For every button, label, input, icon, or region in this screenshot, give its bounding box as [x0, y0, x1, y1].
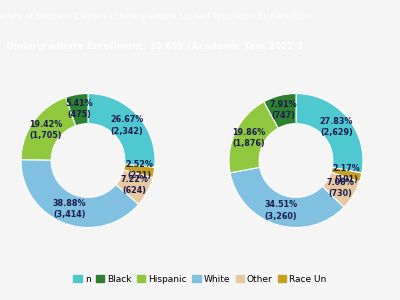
Wedge shape	[66, 94, 88, 126]
Wedge shape	[116, 170, 153, 204]
Wedge shape	[230, 167, 344, 227]
Text: 2.17%
(191): 2.17% (191)	[333, 164, 360, 184]
Text: 19.86%
(1,876): 19.86% (1,876)	[232, 128, 266, 148]
Wedge shape	[88, 94, 155, 167]
Wedge shape	[21, 160, 139, 227]
Text: 19.42%
(1,705): 19.42% (1,705)	[29, 120, 62, 140]
Text: 5.41%
(475): 5.41% (475)	[65, 99, 93, 119]
Text: Undergraduate Enrollment: 20,699 (Academic Year 2022-2: Undergraduate Enrollment: 20,699 (Academ…	[0, 42, 304, 51]
Text: 27.83%
(2,629): 27.83% (2,629)	[320, 117, 353, 137]
Text: 26.67%
(2,342): 26.67% (2,342)	[110, 116, 144, 136]
Wedge shape	[296, 94, 363, 173]
Text: ersity of Southern California Undergraduate Student Population By Race/Ethn: ersity of Southern California Undergradu…	[0, 12, 311, 21]
Wedge shape	[124, 164, 155, 178]
Wedge shape	[21, 97, 76, 160]
Text: 2.52%
(221): 2.52% (221)	[126, 160, 153, 180]
Legend: n, Black, Hispanic, White, Other, Race Un: n, Black, Hispanic, White, Other, Race U…	[70, 271, 330, 287]
Wedge shape	[322, 172, 360, 207]
Text: 7.22%
(624): 7.22% (624)	[120, 175, 148, 195]
Text: 34.51%
(3,260): 34.51% (3,260)	[264, 200, 298, 220]
Wedge shape	[229, 102, 278, 173]
Text: 38.88%
(3,414): 38.88% (3,414)	[53, 199, 86, 219]
Text: 7.91%
(747): 7.91% (747)	[269, 100, 297, 120]
Wedge shape	[331, 167, 362, 182]
Wedge shape	[264, 94, 296, 128]
Text: 7.08%
(730): 7.08% (730)	[327, 178, 354, 198]
